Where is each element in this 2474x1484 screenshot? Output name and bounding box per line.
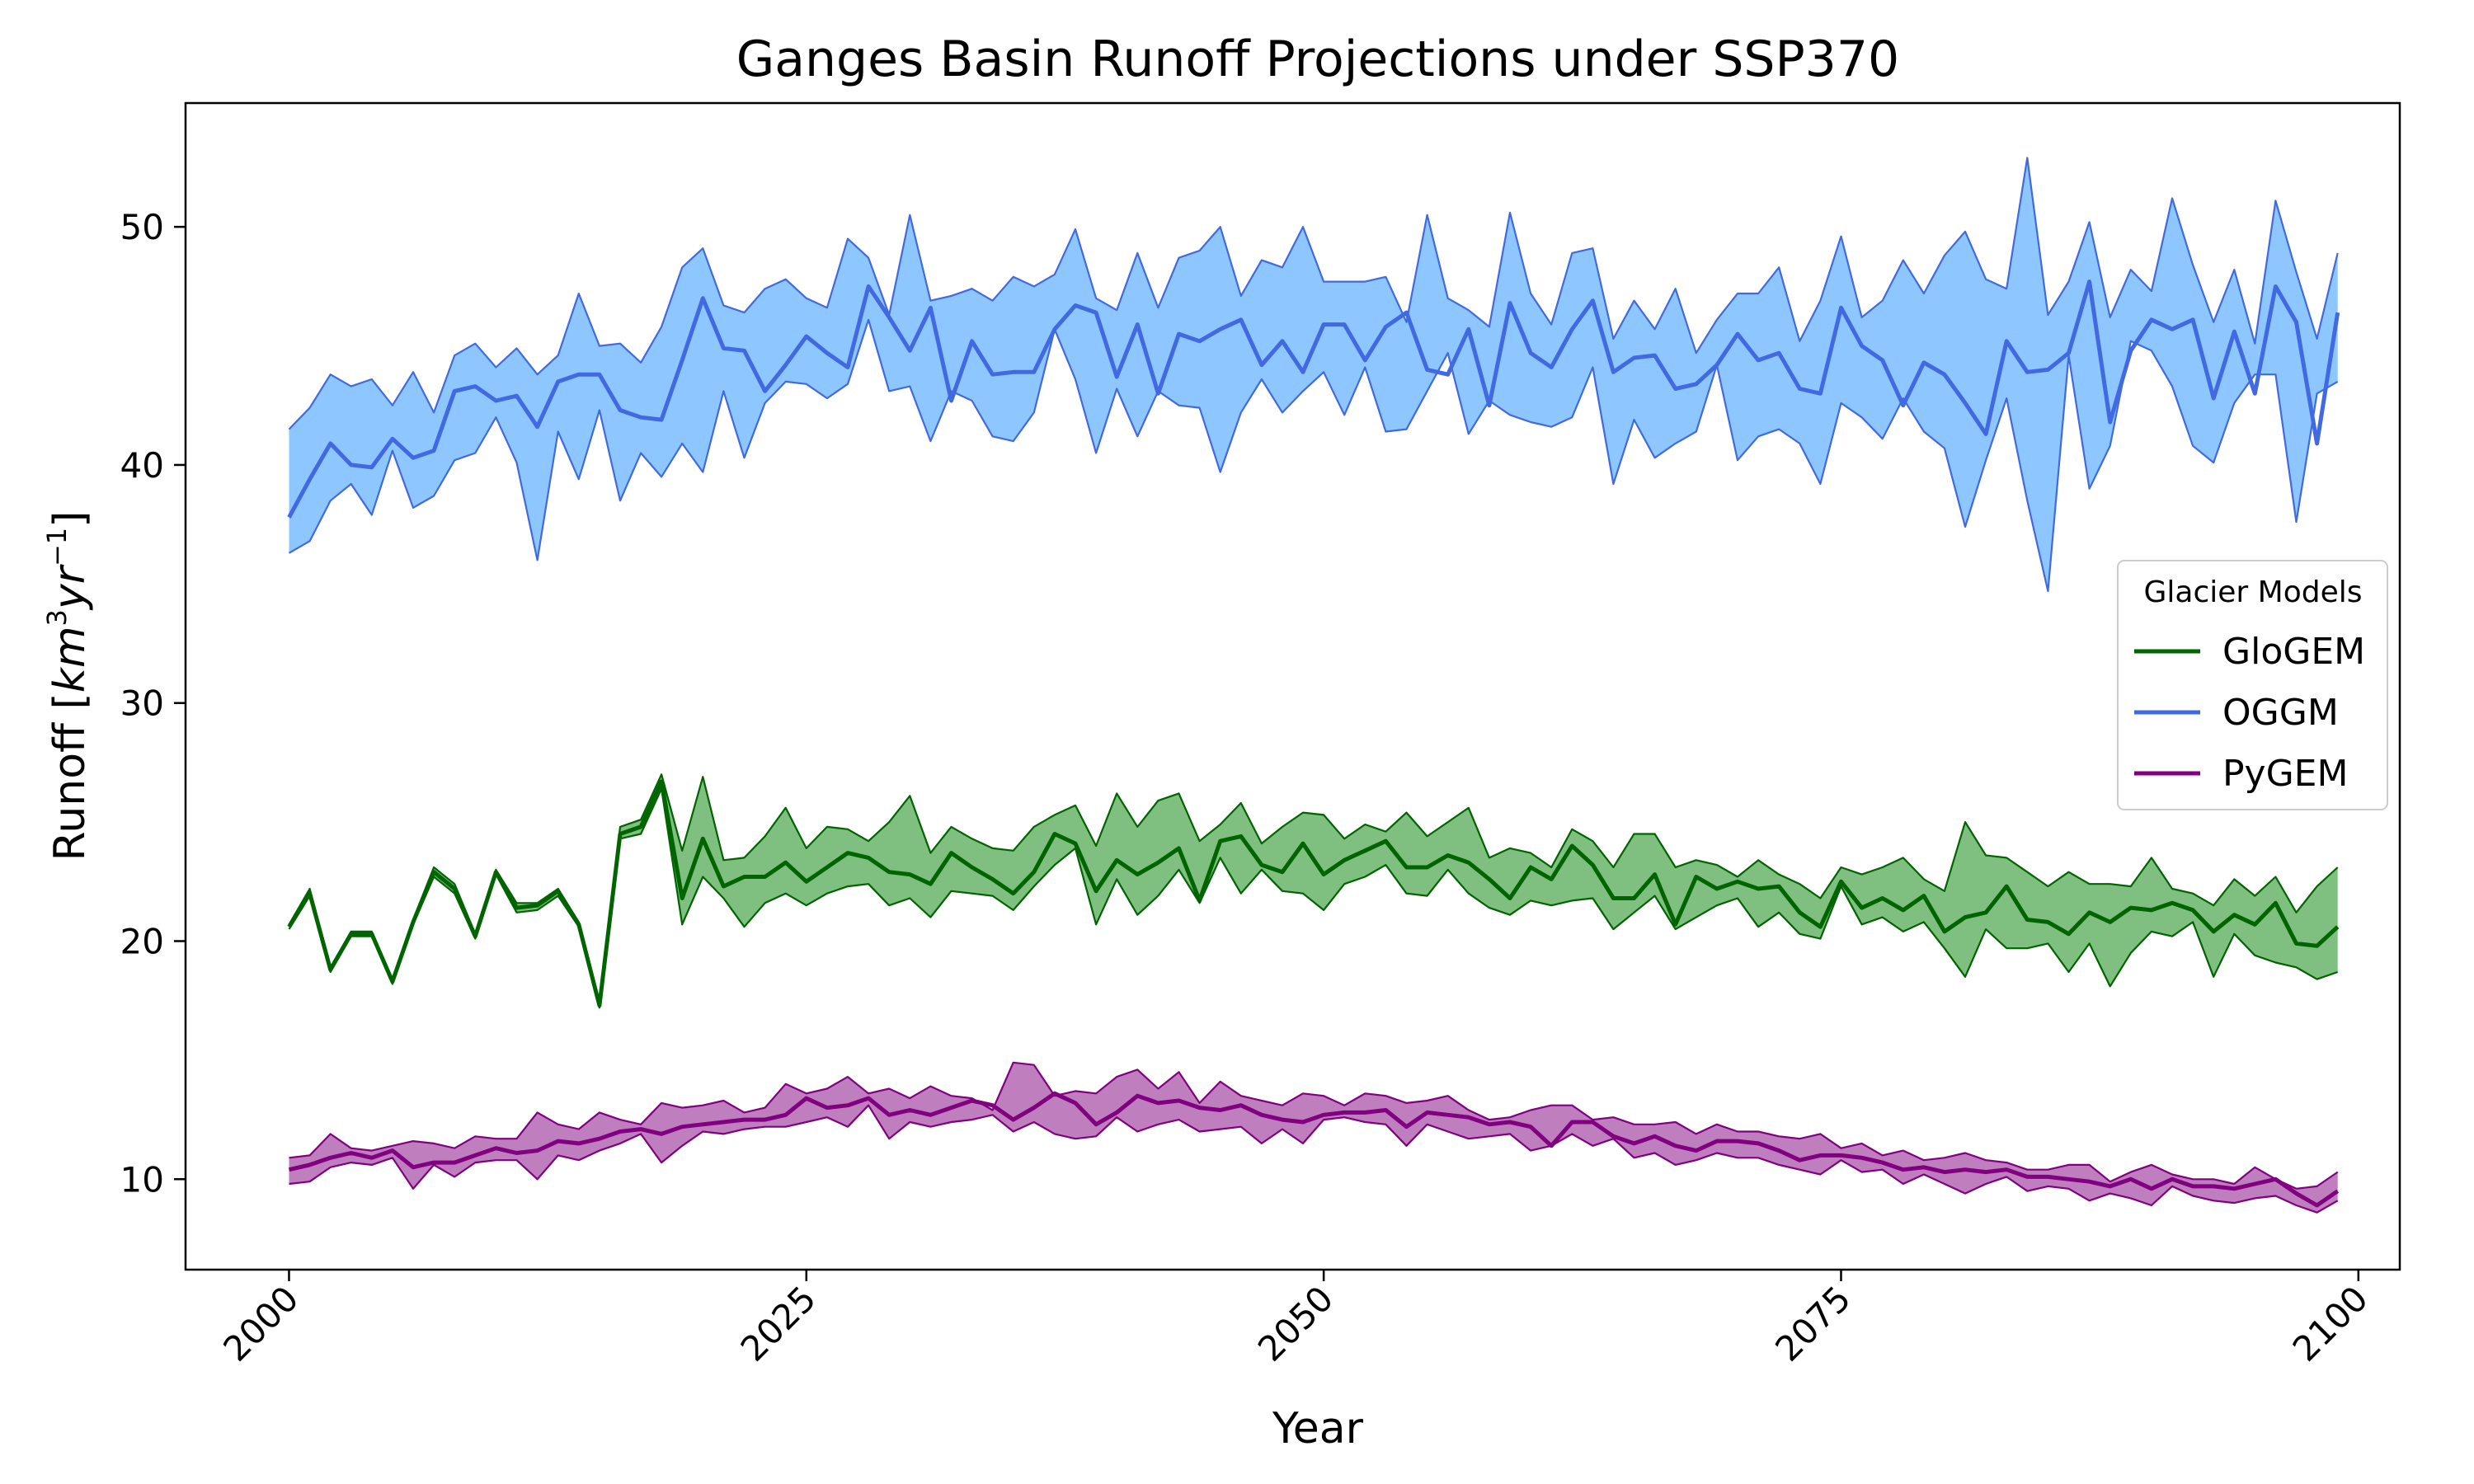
oggm-lower-edge [288, 318, 2339, 593]
pygem-lower-edge [289, 1104, 2339, 1214]
glogem-mean-line [287, 779, 2340, 1007]
y-tick-label: 30 [120, 683, 164, 724]
legend-label-oggm: OGGM [2222, 692, 2339, 734]
series-layer [287, 157, 2340, 1214]
y-axis: 10 20 30 40 50 [120, 207, 186, 1200]
oggm-range-band [289, 157, 2338, 591]
glogem-range-band [289, 774, 2338, 1008]
legend-label-glogem: GloGEM [2222, 631, 2365, 673]
y-tick-label: 20 [120, 921, 164, 961]
pygem-mean-line [288, 1091, 2340, 1208]
legend-box [2117, 560, 2388, 810]
legend-label-pygem: PyGEM [2222, 753, 2348, 795]
legend: Glacier Models GloGEM OGGM PyGEM [2117, 560, 2388, 810]
y-tick-label: 50 [120, 207, 164, 247]
legend-items: GloGEM OGGM PyGEM [2134, 631, 2365, 795]
legend-title: Glacier Models [2144, 575, 2363, 609]
oggm-upper-edge [288, 157, 2339, 430]
oggm-mean-line [287, 279, 2340, 519]
y-tick-label: 10 [120, 1159, 164, 1200]
glogem-upper-edge [288, 773, 2339, 1004]
y-axis-label: Runoff [km3yr−1] [41, 511, 95, 862]
chart-title: Ganges Basin Runoff Projections under SS… [736, 31, 1899, 88]
x-axis-label: Year [1272, 1404, 1364, 1453]
y-tick-label: 40 [120, 445, 164, 486]
glogem-lower-edge [288, 787, 2339, 1009]
pygem-upper-edge [289, 1061, 2339, 1190]
plot-frame [184, 101, 2401, 1271]
